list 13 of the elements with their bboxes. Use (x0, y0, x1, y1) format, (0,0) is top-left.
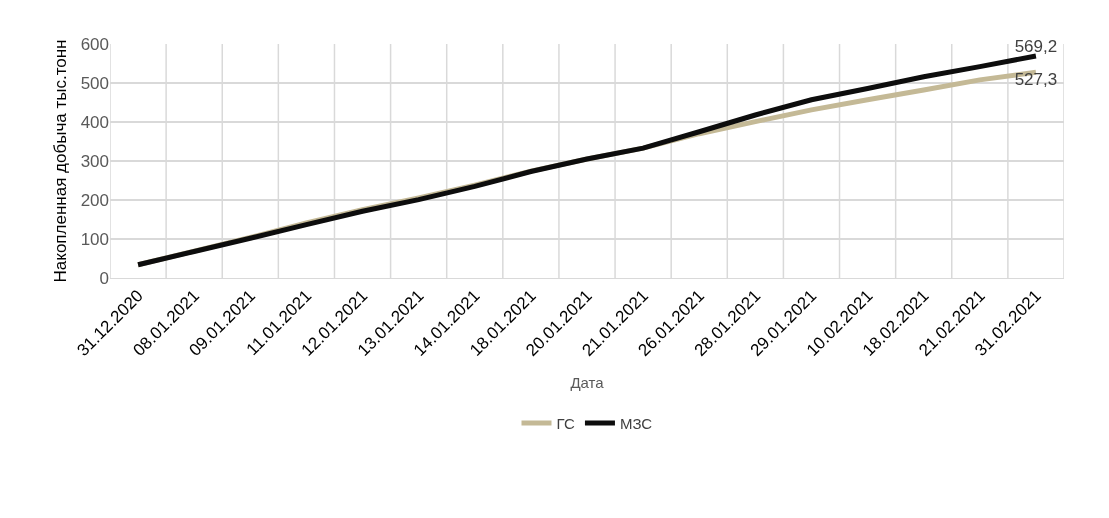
y-tick-label: 600 (80, 34, 109, 54)
data-label: 527,3 (1014, 70, 1058, 90)
legend-label: МЗС (619, 414, 653, 432)
y-tick-label: 200 (80, 190, 109, 210)
y-tick-label: 300 (80, 151, 109, 171)
x-axis-title: Дата (570, 373, 605, 391)
data-label: 569,2 (1014, 36, 1058, 56)
y-tick-label: 100 (80, 229, 109, 249)
y-axis-title: Накопленная добыча тыс.тонн (51, 39, 70, 283)
y-tick-label: 400 (80, 112, 109, 132)
legend-label: ГС (556, 414, 575, 432)
y-tick-label: 0 (99, 268, 109, 288)
y-tick-label: 500 (80, 73, 109, 93)
